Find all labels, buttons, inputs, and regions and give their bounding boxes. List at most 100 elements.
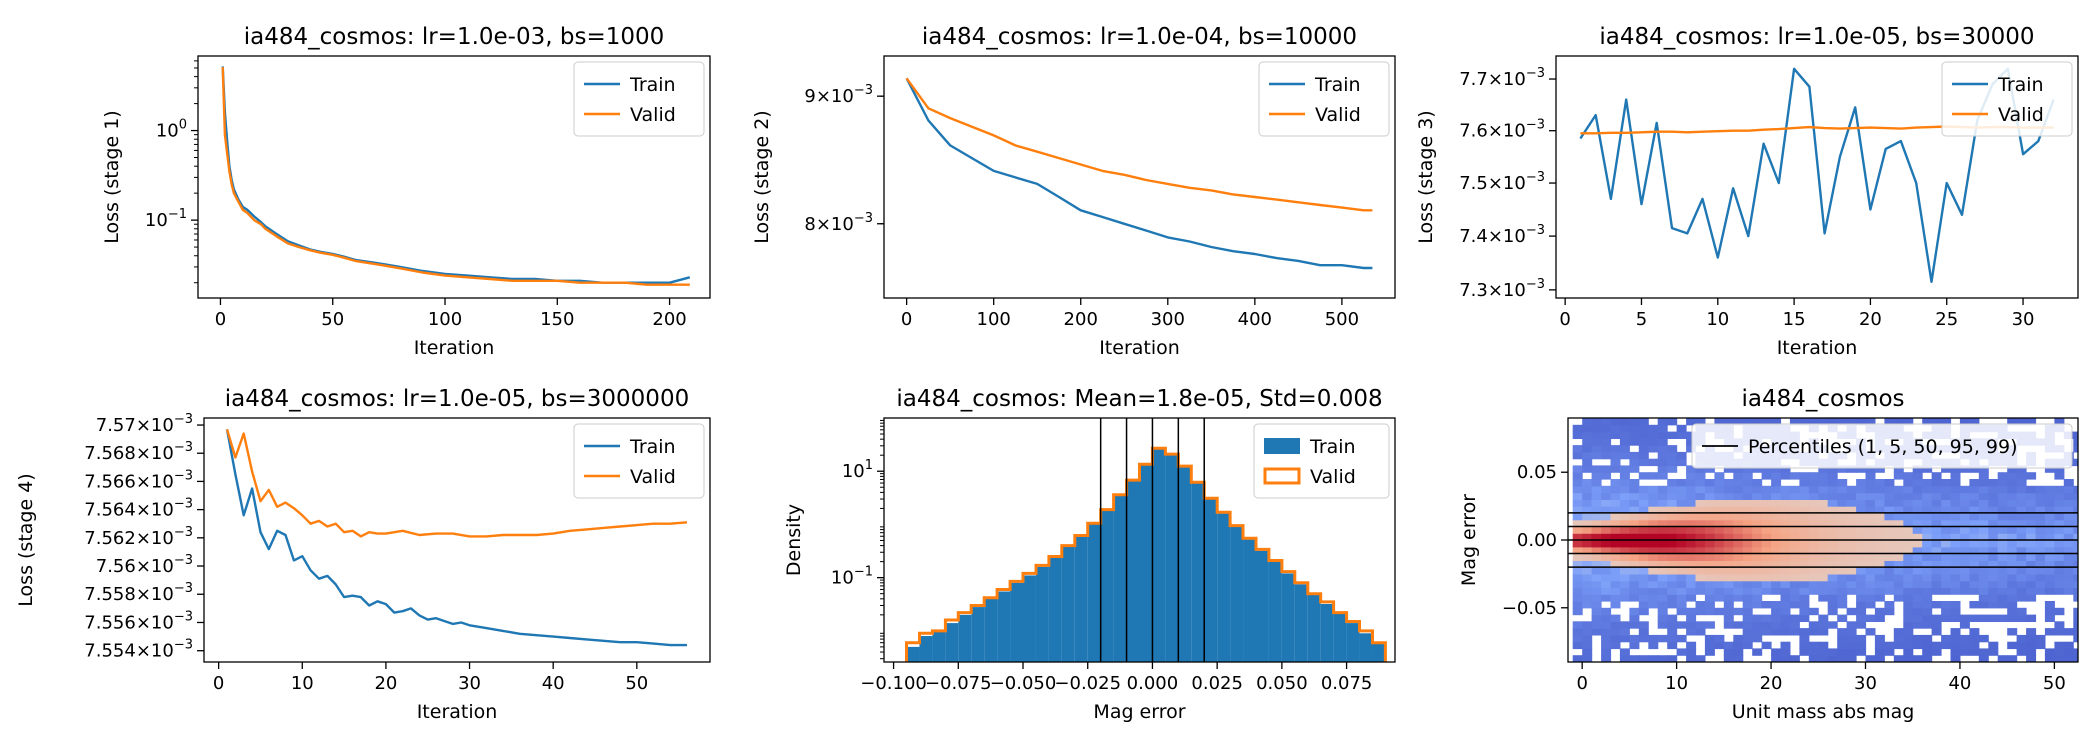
- heatmap-cell: [1686, 648, 1696, 655]
- heatmap-cell: [1781, 526, 1791, 533]
- heatmap-cell: [1667, 432, 1677, 439]
- heatmap-cell: [1884, 608, 1894, 615]
- heatmap-cell: [1856, 567, 1866, 574]
- x-tick-label: 30: [458, 673, 481, 694]
- heatmap-cell: [1837, 635, 1847, 642]
- heatmap-cell: [1960, 621, 1970, 628]
- hist-bar-train: [1036, 567, 1049, 662]
- heatmap-cell: [1988, 581, 1998, 588]
- heatmap-cell: [1696, 567, 1706, 574]
- heatmap-cell: [1658, 486, 1668, 493]
- heatmap-cell: [1733, 499, 1743, 506]
- heatmap-cell: [1601, 648, 1611, 655]
- heatmap-cell: [1677, 499, 1687, 506]
- heatmap-cell: [1639, 513, 1649, 520]
- heatmap-cell: [1941, 635, 1951, 642]
- heatmap-cell: [1922, 601, 1932, 608]
- x-tick-label: 0: [1576, 673, 1587, 694]
- y-axis-label: Density: [783, 504, 805, 576]
- heatmap-cell: [1611, 567, 1621, 574]
- heatmap-cell: [1743, 581, 1753, 588]
- legend-label: Train: [629, 436, 676, 458]
- heatmap-cell: [1658, 615, 1668, 622]
- heatmap-cell: [2017, 499, 2027, 506]
- heatmap-cell: [1629, 499, 1639, 506]
- heatmap-cell: [1951, 574, 1961, 581]
- heatmap-cell: [1629, 459, 1639, 466]
- heatmap-cell: [1601, 554, 1611, 561]
- heatmap-cell: [1639, 486, 1649, 493]
- heatmap-cell: [2026, 587, 2036, 594]
- y-tick-label: 101: [842, 458, 873, 482]
- heatmap-cell: [1932, 567, 1942, 574]
- heatmap-cell: [1969, 499, 1979, 506]
- heatmap-cell: [1998, 594, 2008, 601]
- heatmap-cell: [1639, 432, 1649, 439]
- x-tick-label: 25: [1935, 309, 1958, 330]
- heatmap-cell: [1847, 608, 1857, 615]
- y-tick-label: 7.56×10−3: [96, 553, 193, 577]
- legend-label: Valid: [630, 466, 676, 488]
- y-axis-label: Loss (stage 2): [751, 110, 773, 243]
- heatmap-cell: [1781, 615, 1791, 622]
- y-tick-label: 8×10−3: [804, 211, 873, 235]
- heatmap-cell: [1752, 635, 1762, 642]
- heatmap-cell: [1922, 635, 1932, 642]
- heatmap-cell: [1714, 581, 1724, 588]
- heatmap-cell: [1705, 493, 1715, 500]
- heatmap-cell: [1809, 581, 1819, 588]
- heatmap-cell: [2054, 554, 2064, 561]
- heatmap-cell: [1884, 493, 1894, 500]
- x-tick-label: 20: [1760, 673, 1783, 694]
- heatmap-cell: [1705, 526, 1715, 533]
- x-tick-label: 30: [2012, 309, 2035, 330]
- heatmap-cell: [1573, 486, 1583, 493]
- heatmap-cell: [1922, 581, 1932, 588]
- heatmap-cell: [1969, 493, 1979, 500]
- heatmap-cell: [1762, 526, 1772, 533]
- heatmap-cell: [1620, 635, 1630, 642]
- heatmap-cell: [1667, 445, 1677, 452]
- x-tick-label: 20: [1859, 309, 1882, 330]
- heatmap-cell: [1903, 499, 1913, 506]
- heatmap-cell: [1601, 615, 1611, 622]
- heatmap-cell: [1667, 621, 1677, 628]
- heatmap-cell: [1733, 648, 1743, 655]
- heatmap-cell: [1894, 486, 1904, 493]
- heatmap-cell: [2045, 574, 2055, 581]
- heatmap-cell: [1601, 472, 1611, 479]
- heatmap-cell: [1913, 479, 1923, 486]
- heatmap-cell: [1951, 486, 1961, 493]
- heatmap-cell: [1866, 601, 1876, 608]
- heatmap-cell: [1913, 513, 1923, 520]
- heatmap-cell: [1611, 479, 1621, 486]
- heatmap-cell: [1639, 445, 1649, 452]
- heatmap-cell: [1582, 540, 1592, 547]
- heatmap-cell: [1611, 554, 1621, 561]
- y-tick-label: 100: [156, 118, 187, 142]
- heatmap-cell: [1790, 581, 1800, 588]
- heatmap-cell: [1913, 540, 1923, 547]
- heatmap-cell: [1960, 648, 1970, 655]
- heatmap-cell: [1875, 554, 1885, 561]
- x-tick-label: 300: [1151, 309, 1185, 330]
- heatmap-cell: [1611, 628, 1621, 635]
- heatmap-cell: [1696, 526, 1706, 533]
- heatmap-cell: [1686, 628, 1696, 635]
- heatmap-cell: [1951, 581, 1961, 588]
- heatmap-cell: [1573, 581, 1583, 588]
- heatmap-cell: [1648, 438, 1658, 445]
- x-tick-label: 0: [1559, 309, 1570, 330]
- hist-bar-train: [1165, 455, 1178, 662]
- heatmap-cell: [1762, 587, 1772, 594]
- heatmap-cell: [2054, 621, 2064, 628]
- heatmap-cell: [1667, 479, 1677, 486]
- heatmap-cell: [1677, 635, 1687, 642]
- x-tick-label: 400: [1238, 309, 1272, 330]
- heatmap-cell: [2007, 486, 2017, 493]
- heatmap-cell: [1988, 486, 1998, 493]
- heatmap-cell: [1781, 601, 1791, 608]
- heatmap-cell: [1601, 445, 1611, 452]
- hist-bar-train: [1295, 584, 1308, 662]
- heatmap-cell: [1998, 472, 2008, 479]
